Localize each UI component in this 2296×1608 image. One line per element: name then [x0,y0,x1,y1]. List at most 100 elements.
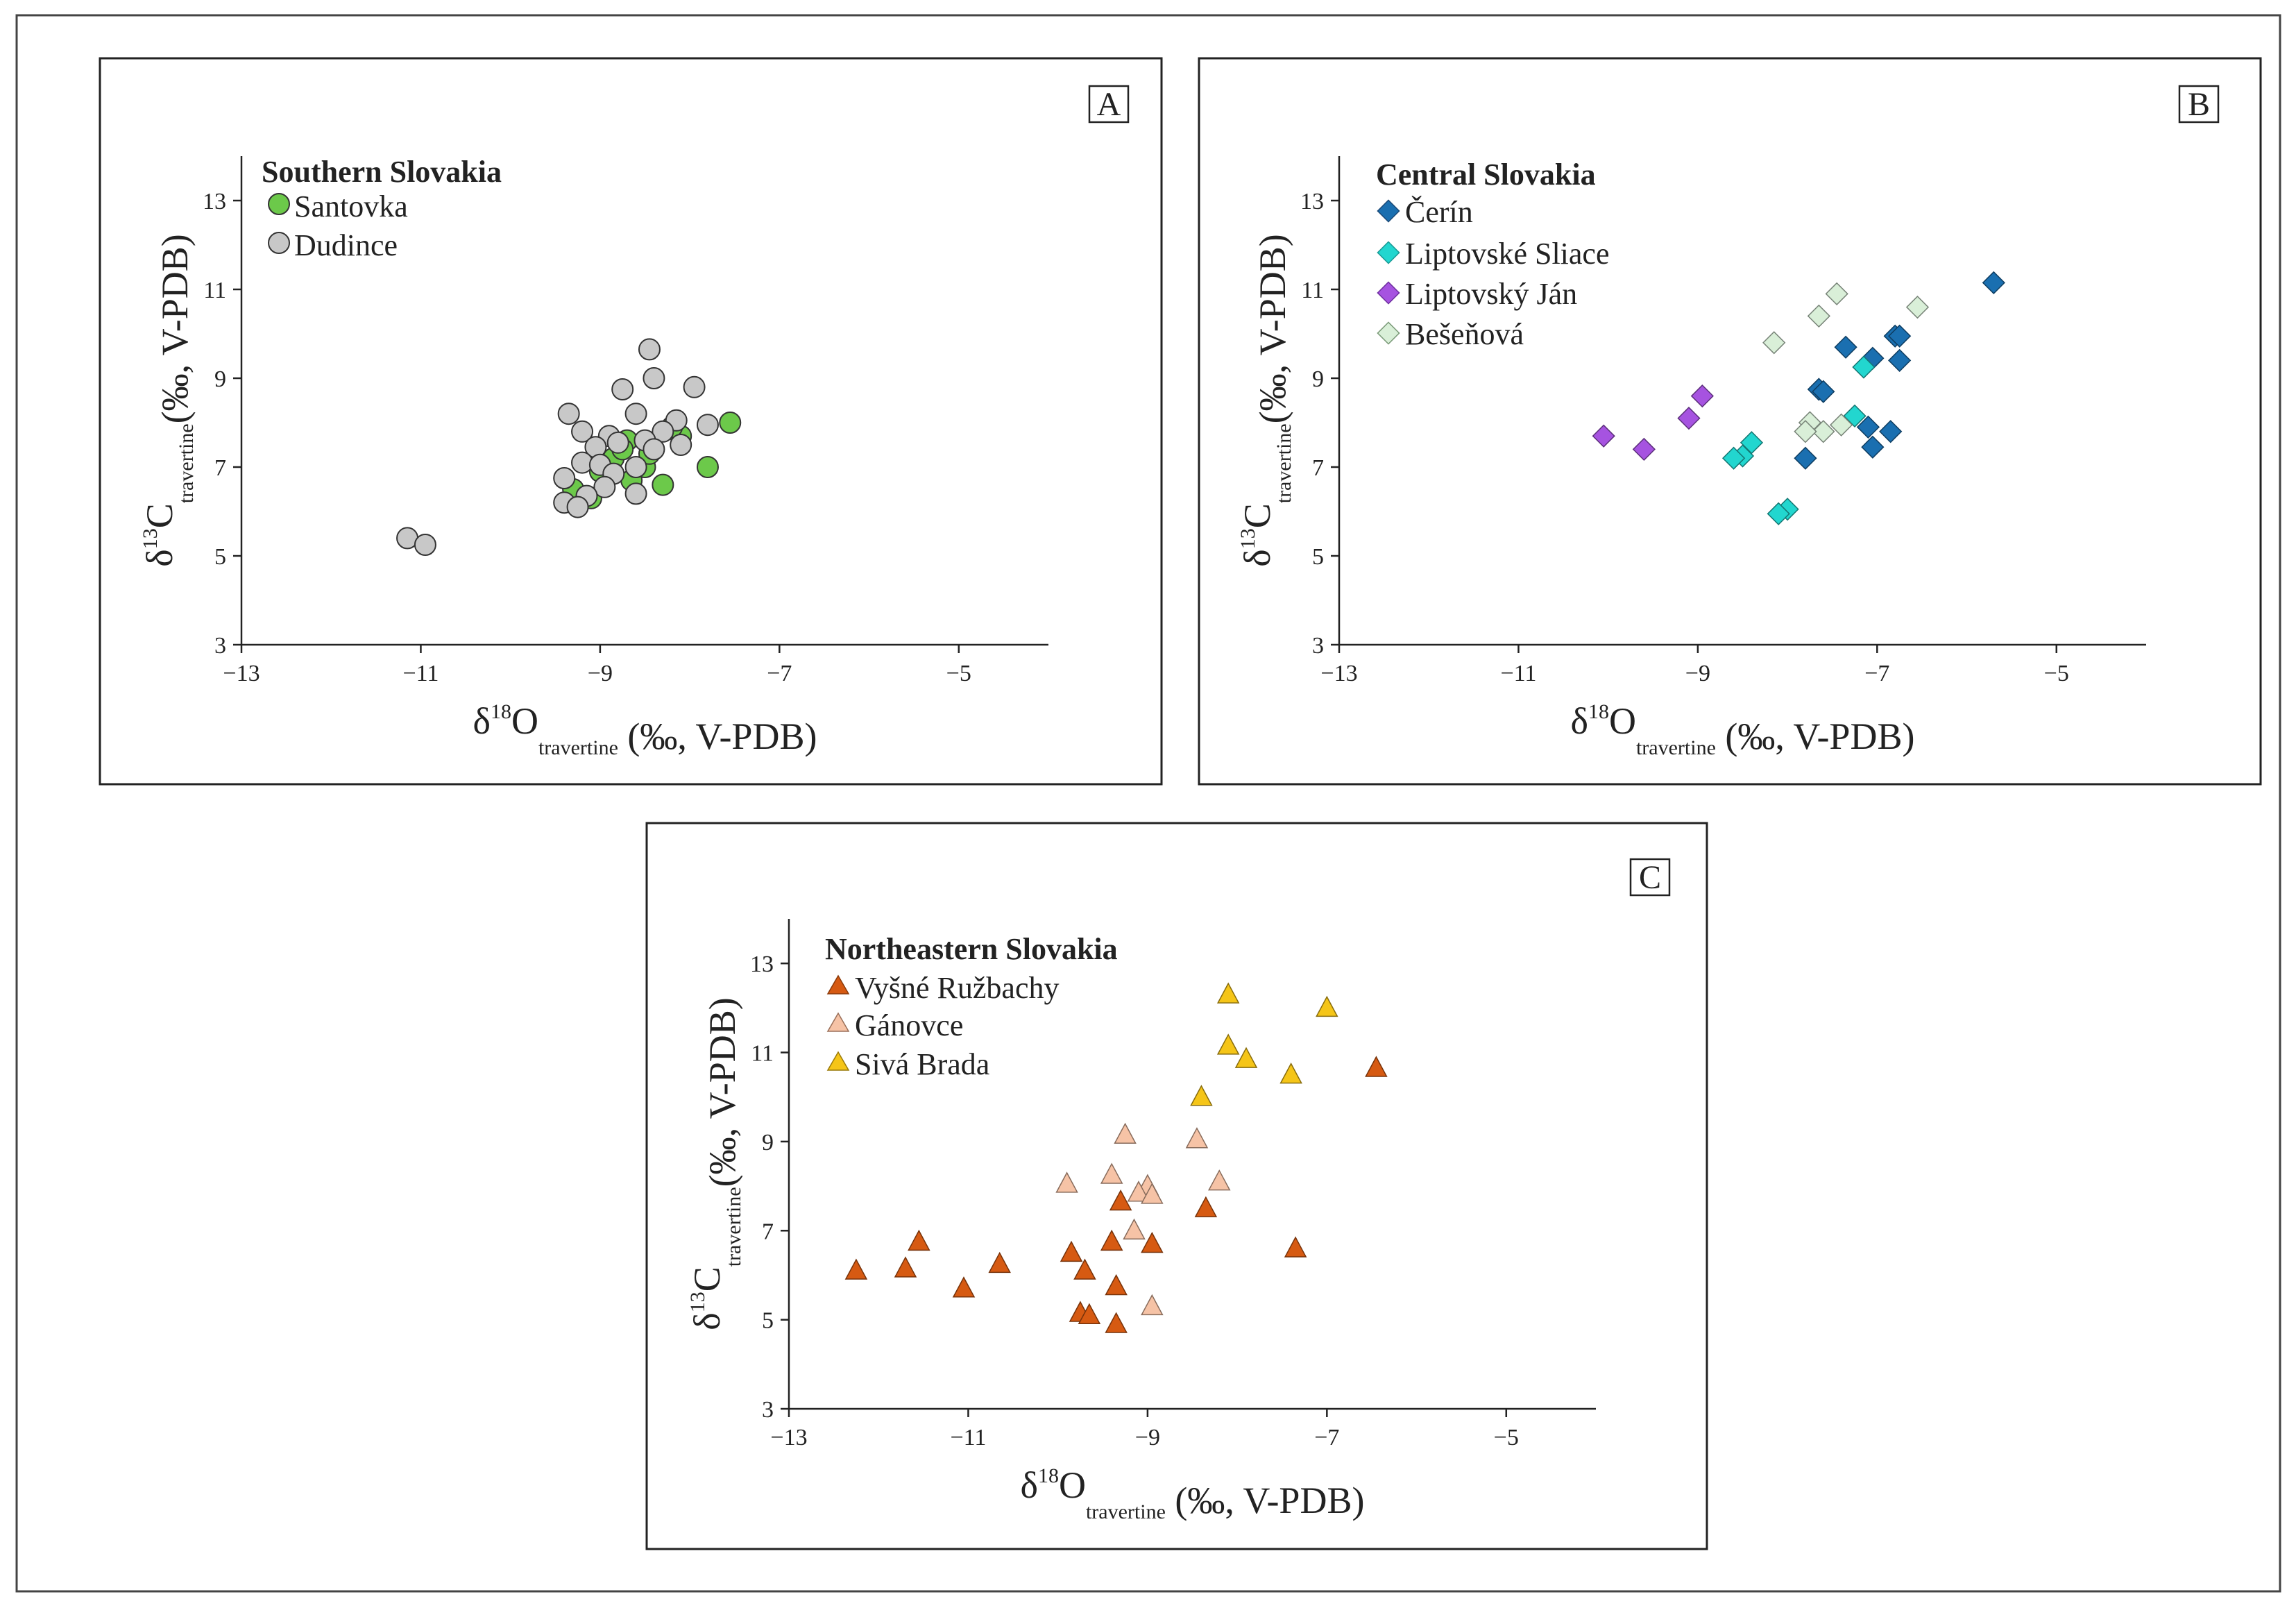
series-cerin [1794,271,2005,470]
data-point [1316,995,1338,1017]
y-tick-label: 9 [214,366,226,392]
data-point [1185,1127,1209,1149]
y-tick-label: 3 [1312,633,1324,659]
panel-label: A [1097,86,1121,123]
legend-title: Northeastern Slovakia [825,932,1118,966]
legend-label-dudince: Dudince [294,228,398,262]
data-point [696,456,719,478]
data-point [611,378,634,400]
data-point [1105,1273,1128,1296]
data-point [1794,420,1817,443]
data-point [1078,1303,1101,1324]
legend-marker-vysne-ruzbachy [826,974,850,995]
legend-label-liptovske-sliace: Liptovské Sliace [1405,237,1610,271]
data-point [952,1276,976,1298]
legend-marker-siva-brada [826,1051,850,1071]
data-point [1114,1122,1137,1144]
series-liptovske-sliace [1721,355,1876,525]
series-vysne-ruzbachy [844,1056,1388,1333]
data-point [652,420,674,443]
data-point [1677,406,1701,430]
series-dudince [396,338,719,556]
data-point [1284,1236,1307,1258]
outer-border [15,14,2281,1593]
y-axis-label-sub: travertine [175,423,198,503]
data-point [1879,420,1903,443]
y-tick-label: 5 [1312,544,1324,570]
y-tick-label: 11 [1301,278,1324,303]
legend-marker-ganovce [826,1012,850,1032]
x-tick-label: −13 [770,1425,807,1450]
y-tick-label: 13 [203,189,226,214]
data-point [988,1251,1011,1273]
legend-label-santovka: Santovka [294,189,408,223]
data-point [1365,1056,1388,1077]
data-point [1105,1312,1128,1333]
y-axis-label-sub: travertine [1273,423,1295,503]
x-tick-label: −13 [1320,661,1357,686]
x-axis-label-sub: travertine [1086,1500,1166,1523]
legend-marker-liptovsky-jan [1377,281,1400,305]
y-axis-label-sup: 13 [686,1292,709,1312]
data-point [624,403,647,425]
x-axis-label-sym: O [511,700,538,742]
data-point [1234,1047,1258,1068]
data-point [1721,446,1746,470]
data-point [624,456,647,478]
x-tick-label: −9 [1135,1425,1160,1450]
y-tick-label: 11 [203,278,226,303]
data-point [566,496,589,518]
data-point [1843,404,1866,428]
y-axis-label-sym: C [139,503,180,528]
legend-title: Central Slovakia [1376,158,1596,192]
data-point [1690,384,1714,408]
panel-frame [1198,57,2262,786]
x-axis-label-main: δ [473,700,491,742]
y-axis-label-main: δ [686,1312,728,1330]
y-axis-label: δ13Ctravertine(‰, V-PDB) [139,234,198,566]
x-axis-label-sym: O [1609,700,1636,742]
y-tick-label: 9 [1312,366,1324,392]
data-point [593,475,616,498]
data-point [1100,1229,1123,1251]
panel-label: C [1639,859,1661,896]
data-point [1825,282,1848,306]
data-point [1807,304,1830,328]
y-axis-label-rest: (‰, V-PDB) [1252,234,1293,423]
data-point [1100,1162,1123,1184]
x-tick-label: −7 [767,661,792,686]
y-tick-label: 5 [214,544,226,570]
data-point [719,412,742,434]
x-axis-label-rest: (‰, V-PDB) [618,716,817,757]
x-tick-label: −11 [950,1425,986,1450]
series-liptovsky-jan [1592,384,1714,462]
legend-label-ganovce: Gánovce [855,1008,963,1042]
panel-label: B [2188,86,2210,123]
y-axis-label: δ13Ctravertine(‰, V-PDB) [686,997,745,1330]
data-point [1190,1085,1213,1106]
legend-marker-liptovske-sliace [1377,241,1400,264]
legend-label-liptovsky-jan: Liptovský Ján [1405,277,1577,311]
y-axis-label: δ13Ctravertine(‰, V-PDB) [1236,234,1295,566]
legend: Central Slovakia Čerín Liptovské Sliace … [1376,158,1610,351]
x-tick-label: −11 [402,661,439,686]
y-tick-label: 3 [214,633,226,659]
data-point [1127,1180,1150,1202]
panel-label-box [2178,85,2220,124]
data-point [683,375,706,398]
data-point [1055,1171,1078,1193]
legend-label-besenova: Bešeňová [1405,317,1524,351]
y-axis-label-sym: C [686,1267,728,1292]
data-point [1216,982,1240,1004]
data-point [624,482,647,505]
data-point [1830,413,1853,437]
y-tick-label: 13 [1300,189,1324,214]
data-point [1852,355,1876,379]
x-tick-label: −5 [2044,661,2069,686]
x-tick-label: −13 [223,661,260,686]
